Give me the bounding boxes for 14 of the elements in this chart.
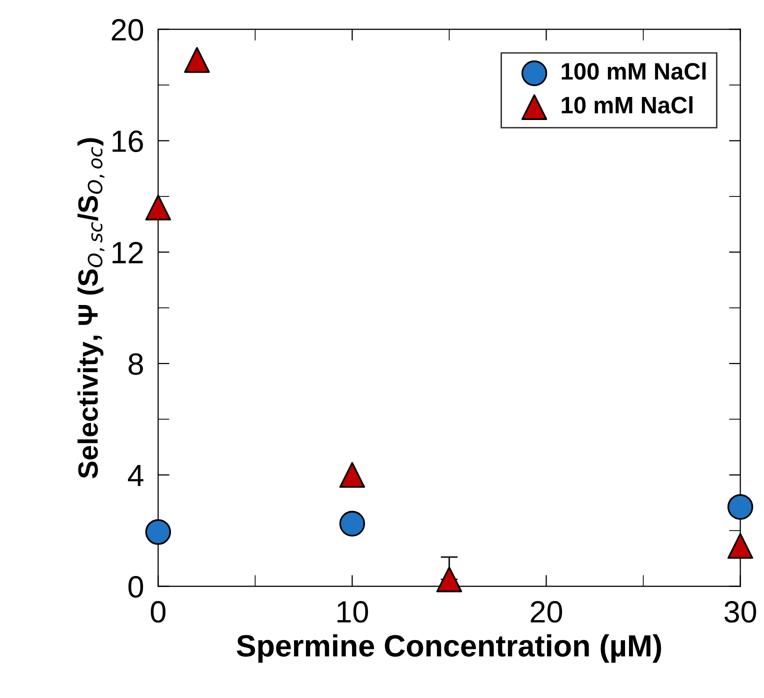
legend-label: 10 mM NaCl bbox=[562, 96, 692, 114]
x-axis-title: Spermine Concentration (µM) bbox=[236, 634, 662, 663]
x-tick-label: 30 bbox=[724, 601, 756, 623]
x-tick-label: 0 bbox=[150, 601, 166, 623]
legend-label: 100 mM NaCl bbox=[562, 62, 706, 80]
y-tick-label: 12 bbox=[112, 242, 143, 264]
y-tick-label: 4 bbox=[128, 464, 144, 486]
x-tick-label: 10 bbox=[338, 601, 368, 623]
y-tick-label: 20 bbox=[112, 19, 144, 41]
y-tick-label: 0 bbox=[128, 576, 144, 598]
y-tick-label: 16 bbox=[112, 130, 143, 152]
y-tick-label: 8 bbox=[128, 353, 143, 375]
y-axis-title: Selectivity, Ψ (S$_{O,sc}$/S$_{O,oc}$) bbox=[78, 138, 104, 478]
x-tick-label: 20 bbox=[530, 601, 562, 623]
